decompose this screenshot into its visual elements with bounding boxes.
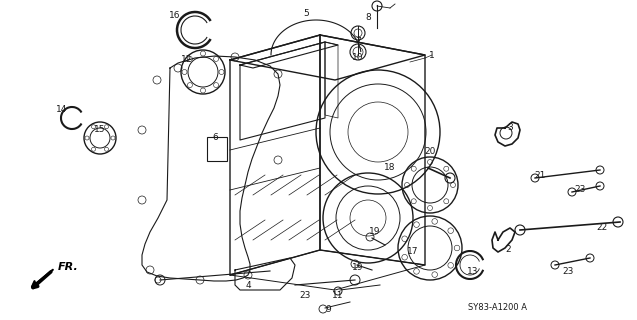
Text: 6: 6: [212, 133, 218, 142]
Text: 7: 7: [355, 37, 361, 46]
Text: 5: 5: [303, 10, 309, 19]
Text: 11: 11: [333, 292, 344, 300]
FancyBboxPatch shape: [207, 137, 227, 161]
Text: 2: 2: [505, 245, 511, 254]
Text: 1: 1: [429, 51, 435, 60]
Text: 18: 18: [384, 164, 396, 172]
Text: 16: 16: [169, 11, 181, 20]
Text: 23: 23: [562, 268, 574, 276]
Text: 10: 10: [352, 53, 364, 62]
Text: 3: 3: [507, 124, 513, 132]
Text: 8: 8: [365, 13, 371, 22]
Text: 4: 4: [245, 282, 251, 291]
Text: 20: 20: [424, 148, 436, 156]
Text: 22: 22: [596, 223, 608, 233]
Text: 12: 12: [182, 55, 192, 65]
Text: 19: 19: [352, 263, 364, 273]
Text: 19: 19: [369, 228, 381, 236]
Text: 14: 14: [56, 106, 68, 115]
Text: 21: 21: [534, 171, 546, 180]
Text: 23: 23: [575, 186, 585, 195]
Text: 13: 13: [468, 268, 479, 276]
Text: 17: 17: [407, 247, 419, 257]
Text: SY83-A1200 A: SY83-A1200 A: [468, 303, 527, 313]
Text: 23: 23: [299, 292, 311, 300]
Text: 9: 9: [325, 306, 331, 315]
Text: FR.: FR.: [58, 262, 79, 272]
Text: 15: 15: [94, 125, 106, 134]
